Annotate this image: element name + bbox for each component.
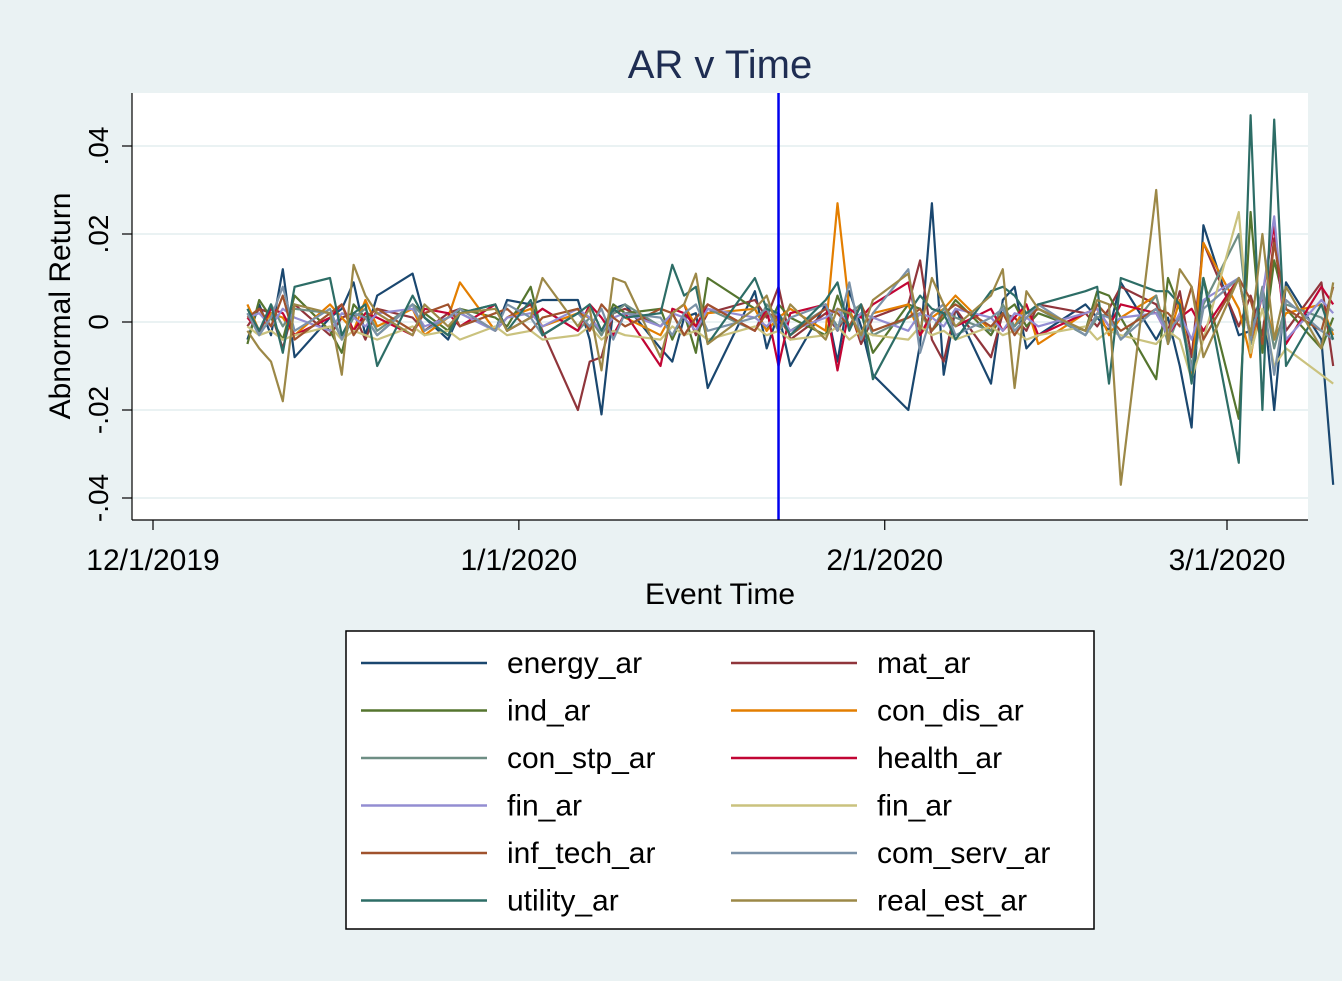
series-line-real_est_ar [246,188,1335,486]
legend-label-con_dis_ar: con_dis_ar [877,695,1024,728]
legend-label-fin_ar: fin_ar [507,790,582,823]
legend-label-energy_ar: energy_ar [507,647,642,680]
legend-label-utility_ar: utility_ar [507,885,619,918]
y-tick-label: -.04 [83,474,114,522]
x-tick-label: 3/1/2020 [1169,544,1286,577]
x-tick-label: 1/1/2020 [460,544,577,577]
series-line-fin_ar [246,210,1334,385]
chart-title: AR v Time [628,43,812,87]
legend-label-com_serv_ar: com_serv_ar [877,837,1050,870]
x-axis-title: Event Time [645,578,795,611]
x-tick-label: 12/1/2019 [86,544,219,577]
y-ticks: -.04 -.02 0 .02 .04 [83,127,132,522]
y-tick-label: .04 [83,127,114,166]
x-ticks: 12/1/2019 1/1/2020 2/1/2020 3/1/2020 [86,520,1285,577]
series-lines [246,114,1335,486]
legend: energy_ar mat_ar ind_ar con_dis_ar con_stp_a… [345,630,1095,930]
y-tick-label: .02 [83,215,114,254]
y-tick-label: 0 [83,314,114,330]
legend-label-real_est_ar: real_est_ar [877,885,1027,918]
x-tick-label: 2/1/2020 [826,544,943,577]
legend-label-ind_ar: ind_ar [507,695,590,728]
y-tick-label: -.02 [83,386,114,434]
legend-box [345,630,1095,930]
series-line-com_serv_ar [246,268,1334,376]
y-axis-title: Abnormal Return [44,193,77,420]
axes [131,93,1308,521]
legend-label-mat_ar: mat_ar [877,647,970,680]
legend-label-health_ar: health_ar [877,742,1002,775]
legend-label-fin_ar: fin_ar [877,790,952,823]
legend-label-con_stp_ar: con_stp_ar [507,742,655,775]
legend-label-inf_tech_ar: inf_tech_ar [507,837,655,870]
